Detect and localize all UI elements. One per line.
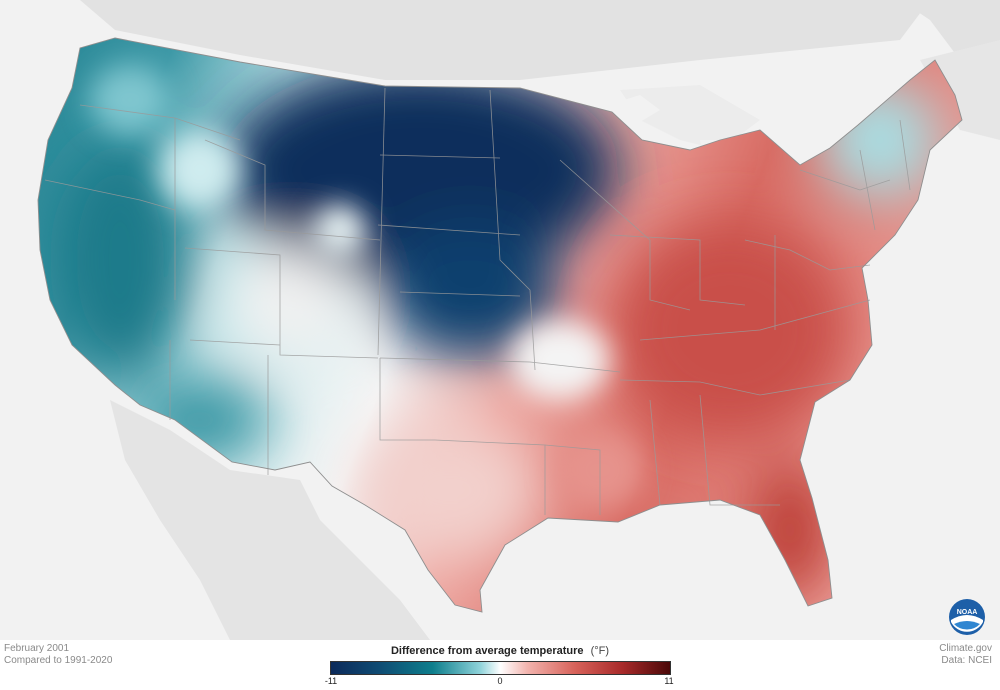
noaa-logo-text: NOAA [957,609,978,616]
us-outline [37,37,963,613]
source-site: Climate.gov [939,643,992,654]
source-data: Data: NCEI [941,655,992,666]
source-credits: Climate.gov Data: NCEI [939,643,992,667]
map-area: NOAA [0,0,1000,640]
temperature-anomaly-map [0,0,1000,640]
comparison-label: Compared to 1991-2020 [4,655,113,666]
legend-mid-label: 0 [497,676,503,686]
legend-max-label: 11 [664,676,674,686]
legend-min-label: -11 [324,676,338,686]
map-caption: February 2001 Compared to 1991-2020 [4,643,112,667]
date-label: February 2001 [4,643,70,654]
anomaly-field [38,38,962,612]
surrounding-land [0,0,1000,640]
footer: February 2001 Compared to 1991-2020 Diff… [0,640,1000,690]
legend-title-text: Difference from average temperature [390,645,584,657]
legend-title: Difference from average temperature (°F) [330,645,670,657]
state-borders [44,87,911,515]
noaa-logo: NOAA [949,599,985,635]
legend-unit: (°F) [590,645,610,657]
legend-color-bar [330,661,671,675]
